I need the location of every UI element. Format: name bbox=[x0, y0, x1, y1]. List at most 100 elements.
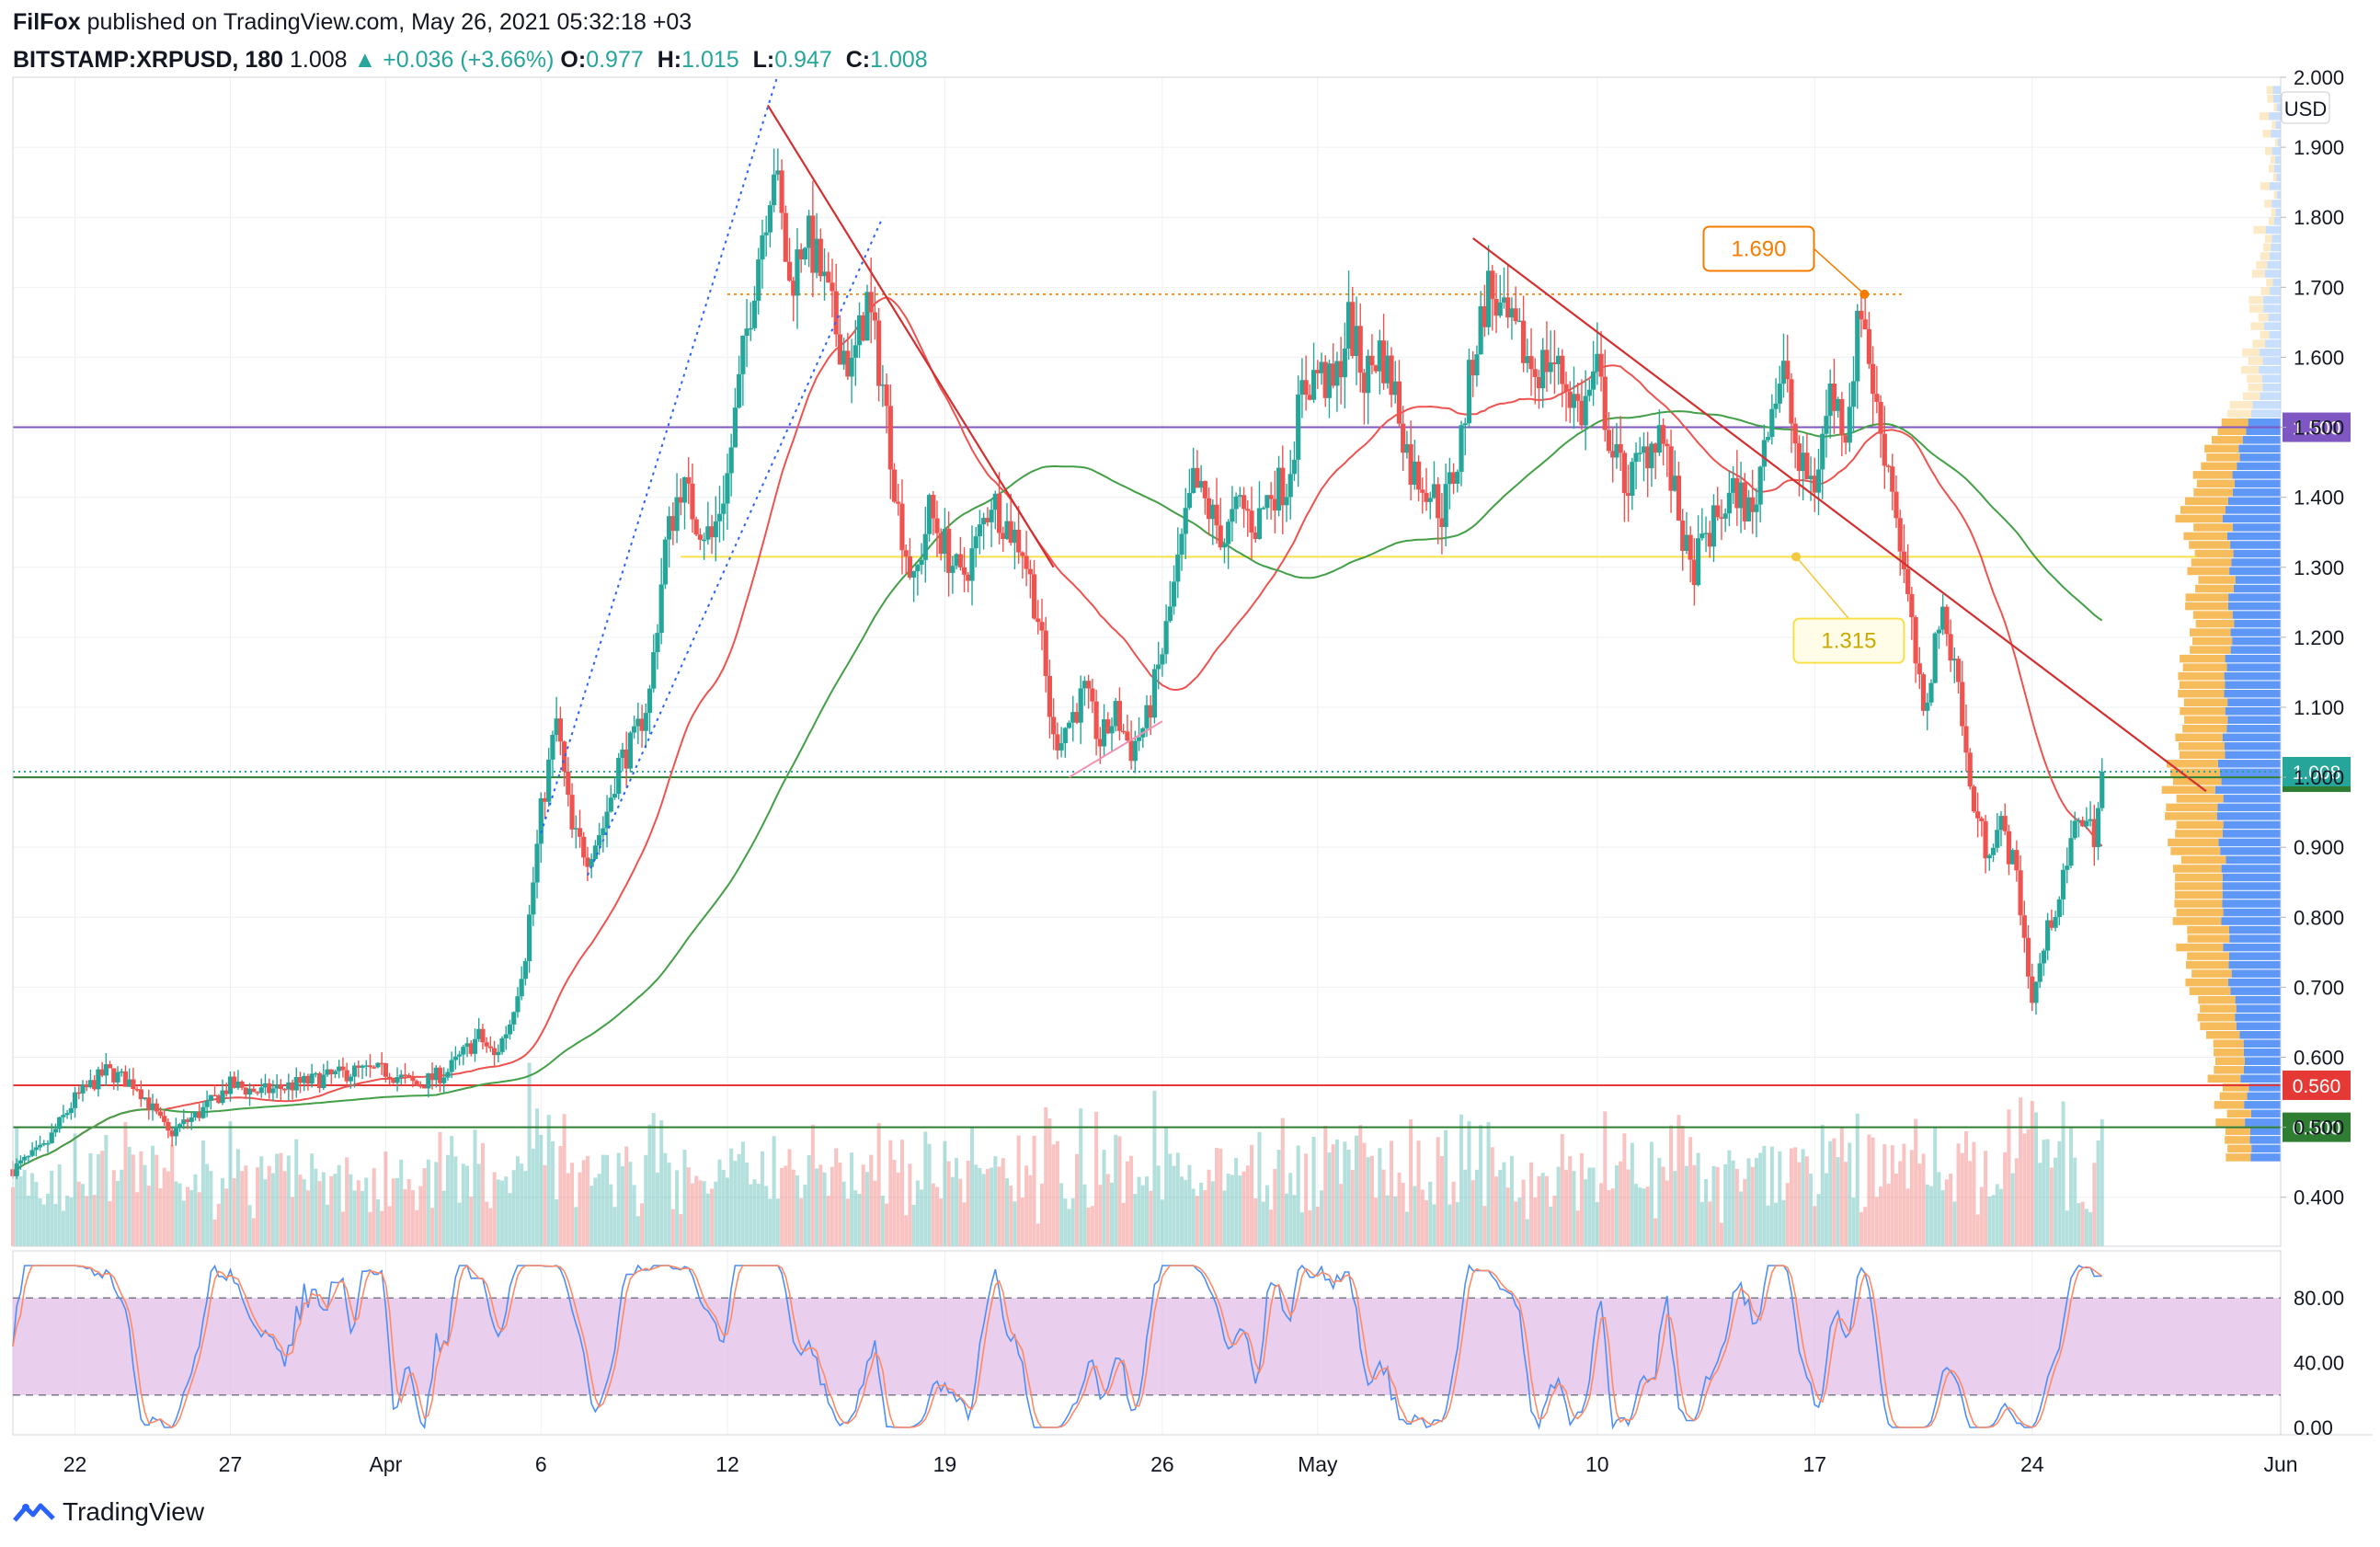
publisher-name[interactable]: FilFox bbox=[13, 9, 81, 35]
time-tick-label[interactable]: 22 bbox=[63, 1452, 87, 1476]
candle bbox=[981, 518, 987, 525]
callout-1315-box[interactable] bbox=[1792, 617, 1905, 664]
horizontal-levels[interactable] bbox=[13, 293, 2281, 1129]
profile-bar bbox=[2189, 541, 2231, 549]
volume-bar bbox=[1909, 1150, 1914, 1246]
volume-bar bbox=[123, 1121, 128, 1246]
trend-line[interactable] bbox=[587, 216, 884, 877]
volume-bar bbox=[1191, 1188, 1196, 1246]
volume-bar bbox=[939, 1198, 944, 1246]
volume-bar bbox=[2088, 1212, 2093, 1246]
volume-bar bbox=[1219, 1148, 1223, 1246]
candle bbox=[1971, 786, 1977, 812]
candle bbox=[1610, 451, 1616, 458]
time-tick-label[interactable]: Jun bbox=[2263, 1452, 2297, 1476]
volume-bar bbox=[2049, 1167, 2054, 1246]
profile-bar bbox=[2271, 200, 2281, 208]
volume-bar bbox=[1793, 1147, 1798, 1246]
time-tick-label[interactable]: Apr bbox=[369, 1452, 402, 1476]
time-tick-label[interactable]: 17 bbox=[1802, 1452, 1826, 1476]
time-axis[interactable]: 22 27 Apr 6 12 19 26 May 10 17 24 Jun bbox=[63, 1452, 2298, 1476]
candle bbox=[1614, 443, 1619, 458]
trend-line[interactable] bbox=[766, 104, 1055, 568]
profile-bar bbox=[2195, 619, 2235, 628]
candle bbox=[200, 1106, 206, 1118]
candle bbox=[480, 1028, 486, 1043]
time-tick-label[interactable]: 26 bbox=[1150, 1452, 1174, 1476]
profile-bar bbox=[2272, 95, 2281, 103]
volume-bar bbox=[1975, 1214, 1980, 1246]
tradingview-logo-icon[interactable] bbox=[13, 1498, 55, 1526]
moving-averages bbox=[12, 296, 2103, 1177]
level-tag[interactable] bbox=[2283, 1070, 2351, 1100]
candle bbox=[1707, 533, 1712, 547]
candle bbox=[1672, 476, 1677, 491]
profile-bar bbox=[2250, 1153, 2281, 1162]
candle bbox=[1280, 467, 1286, 506]
profile-bar bbox=[2219, 1092, 2248, 1101]
volume-bar bbox=[2065, 1210, 2069, 1246]
time-tick-label[interactable]: May bbox=[1298, 1452, 1338, 1476]
candle bbox=[1715, 505, 1721, 518]
currency-badge[interactable] bbox=[2281, 91, 2330, 124]
candle bbox=[566, 771, 571, 796]
candle bbox=[1109, 726, 1115, 734]
level-tag[interactable] bbox=[2283, 412, 2351, 442]
candle bbox=[1757, 466, 1763, 505]
candle bbox=[1253, 532, 1258, 540]
time-tick-label[interactable]: 12 bbox=[715, 1452, 739, 1476]
level-tag[interactable] bbox=[2283, 1112, 2351, 1142]
time-tick-label[interactable]: 10 bbox=[1585, 1452, 1609, 1476]
candle bbox=[29, 1150, 35, 1156]
candle bbox=[1575, 394, 1581, 401]
candle bbox=[367, 1065, 373, 1068]
callout-1690-box[interactable] bbox=[1702, 225, 1815, 272]
last-price-tag[interactable] bbox=[2283, 756, 2351, 786]
time-tick-label[interactable]: 19 bbox=[933, 1452, 957, 1476]
profile-bar bbox=[2265, 339, 2281, 348]
time-tick-label[interactable]: 24 bbox=[2020, 1452, 2044, 1476]
profile-bar bbox=[2242, 392, 2260, 400]
candle bbox=[356, 1065, 361, 1068]
time-tick-label[interactable]: 27 bbox=[219, 1452, 243, 1476]
candle bbox=[1513, 308, 1518, 322]
profile-bar bbox=[2264, 200, 2272, 208]
profile-bar bbox=[2214, 1101, 2245, 1109]
volume-bar bbox=[1241, 1171, 1246, 1246]
volume-bar bbox=[1828, 1140, 1833, 1246]
symbol-name[interactable]: BITSTAMP:XRPUSD, 180 bbox=[13, 47, 284, 73]
volume-bar bbox=[1350, 1169, 1355, 1246]
candle bbox=[966, 574, 971, 581]
candle bbox=[1001, 533, 1006, 539]
candle bbox=[1287, 474, 1293, 498]
profile-bar bbox=[2242, 348, 2260, 357]
trend-line[interactable] bbox=[1069, 720, 1163, 778]
candle bbox=[1055, 734, 1060, 751]
candle bbox=[977, 524, 983, 537]
candle bbox=[220, 1090, 225, 1104]
volume-bar bbox=[1009, 1185, 1013, 1246]
tradingview-brand[interactable]: TradingView bbox=[63, 1497, 205, 1526]
profile-bar bbox=[2240, 1074, 2281, 1083]
candle bbox=[1342, 349, 1347, 378]
trend-line[interactable] bbox=[1472, 237, 2207, 793]
time-tick-label[interactable]: 6 bbox=[535, 1452, 547, 1476]
callouts[interactable]: 1.690 1.315 bbox=[1702, 225, 1905, 664]
candle bbox=[270, 1088, 276, 1094]
volume-bar bbox=[647, 1124, 652, 1246]
candle bbox=[973, 536, 978, 549]
volume-bar bbox=[1560, 1134, 1564, 1246]
trend-line[interactable] bbox=[540, 76, 778, 834]
candle bbox=[802, 247, 808, 260]
candle bbox=[887, 406, 893, 470]
candle bbox=[1548, 362, 1553, 372]
candle bbox=[756, 259, 761, 301]
price-axis[interactable]: 1.500 1.000 0.560 0.500 1.008 2.000 1.900 1.800… bbox=[2281, 66, 2351, 1439]
candle bbox=[1734, 477, 1740, 509]
trend-lines[interactable] bbox=[540, 76, 2207, 877]
candle bbox=[325, 1069, 330, 1075]
callout-1315-label: 1.315 bbox=[1821, 629, 1876, 654]
candle bbox=[531, 882, 536, 915]
callout-1690-label: 1.690 bbox=[1731, 236, 1786, 261]
